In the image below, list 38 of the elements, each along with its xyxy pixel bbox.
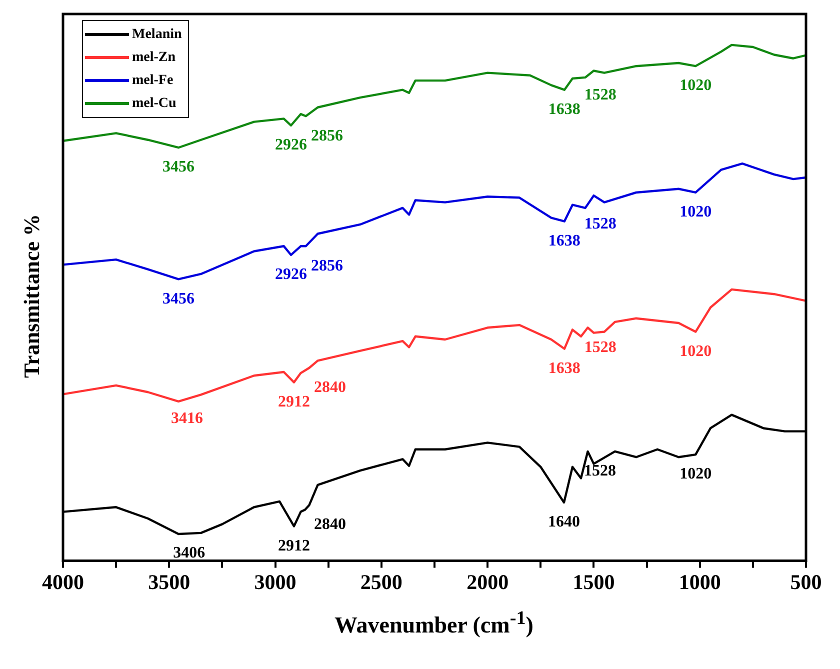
annotation: 1020: [680, 77, 712, 94]
annotation: 2856: [310, 257, 343, 274]
annotation: 1640: [548, 514, 580, 531]
x-tick-label: 1500: [572, 570, 615, 594]
x-axis-title: Wavenumber (cm$^{-1}$): [334, 608, 534, 639]
annotation: 1020: [680, 342, 712, 360]
annotation: 1528: [584, 86, 616, 104]
y-axis-title: Transmittance %: [19, 214, 45, 378]
annotation: 2912: [278, 393, 310, 410]
x-tick-label: 2500: [360, 570, 402, 594]
annotation: 1020: [680, 466, 712, 483]
annotation: 1528: [584, 215, 616, 232]
annotation: 1638: [548, 100, 580, 118]
legend-label: mel-Fe: [132, 72, 174, 88]
annotation: 2856: [310, 127, 343, 144]
x-tick-label: 500: [790, 570, 822, 594]
x-tick-label: 2000: [466, 570, 509, 594]
legend-label: Melanin: [132, 26, 182, 42]
annotation: 3406: [173, 544, 206, 562]
x-tick-label: 3500: [148, 570, 190, 594]
annotation: 1638: [548, 232, 580, 250]
x-tick-label: 1000: [678, 570, 721, 594]
annotation: 3456: [162, 290, 194, 308]
annotation: 2926: [274, 136, 307, 154]
annotation: 1528: [584, 462, 616, 480]
annotation: 2926: [274, 266, 307, 284]
annotation: 1638: [548, 360, 580, 377]
legend-label: mel-Cu: [132, 96, 176, 112]
x-tick-label: 4000: [42, 570, 84, 594]
annotation: 1020: [680, 204, 712, 221]
annotation: 3416: [170, 410, 203, 427]
annotation: 2840: [314, 379, 346, 396]
x-tick-label: 3000: [254, 570, 296, 594]
annotation: 2912: [278, 537, 310, 554]
annotation: 3456: [162, 158, 194, 176]
annotation: 1528: [584, 338, 616, 356]
annotation: 2840: [314, 516, 346, 534]
legend-label: mel-Zn: [132, 50, 176, 66]
